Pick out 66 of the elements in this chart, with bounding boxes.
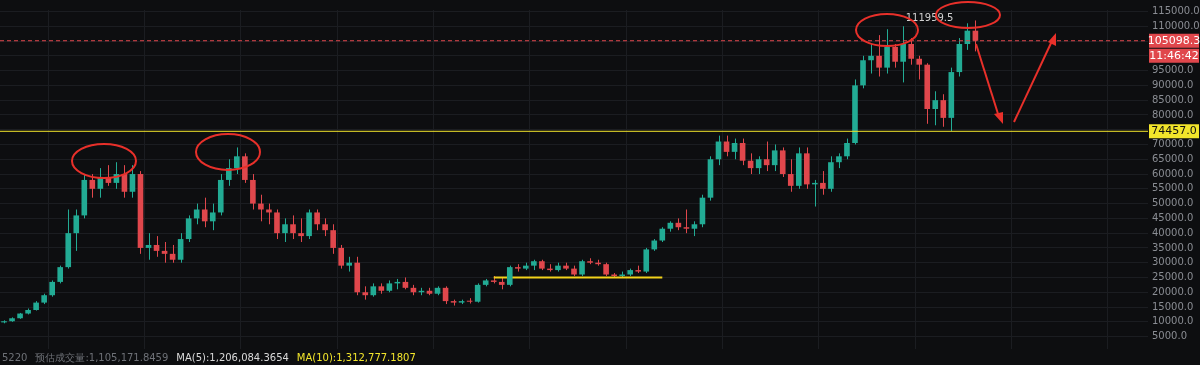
y-tick-label: 65000.0 <box>1152 152 1194 164</box>
candlestick <box>779 146 786 178</box>
text: MA(5):1,206,084.3654 <box>176 351 289 363</box>
candlestick <box>314 209 320 231</box>
candlestick <box>290 214 296 240</box>
y-tick-label: 60000.0 <box>1152 167 1194 179</box>
y-tick-label: 35000.0 <box>1152 241 1194 253</box>
candlestick <box>266 203 272 225</box>
text: 5220 <box>2 351 28 363</box>
candlestick <box>908 37 914 66</box>
candlestick <box>916 55 923 80</box>
candlestick <box>506 265 513 287</box>
candlestick <box>193 203 200 225</box>
y-tick-label: 45000.0 <box>1152 211 1194 223</box>
y-tick-label: 30000.0 <box>1152 256 1194 268</box>
candlestick <box>89 173 96 199</box>
y-tick-label: 115000.0 <box>1152 5 1200 17</box>
y-tick-label: 70000.0 <box>1152 138 1194 150</box>
candlestick <box>932 90 939 126</box>
text: 11:46:42 <box>1149 48 1199 62</box>
candlestick <box>201 197 208 228</box>
candlestick <box>731 138 738 160</box>
candlestick <box>330 223 336 255</box>
y-tick-label: 95000.0 <box>1152 64 1194 76</box>
candlestick <box>820 170 826 196</box>
candlestick <box>234 146 240 175</box>
candlestick <box>73 209 80 252</box>
y-tick-label: 20000.0 <box>1152 285 1194 297</box>
candlestick <box>298 217 304 243</box>
candlestick <box>258 194 264 222</box>
y-tick-label: 85000.0 <box>1152 93 1194 105</box>
y-tick-label: 50000.0 <box>1152 197 1194 209</box>
candlestick <box>868 43 874 75</box>
candlestick <box>787 158 794 193</box>
candlestick <box>306 209 312 240</box>
text: MA(10):1,312,777.1807 <box>296 351 416 363</box>
candlestick <box>250 173 256 210</box>
candlestick <box>209 203 216 231</box>
y-tick-label: 55000.0 <box>1152 182 1194 194</box>
candlestick <box>185 214 192 243</box>
candlestick <box>884 28 890 75</box>
candlestick <box>683 209 690 234</box>
candlestick <box>739 138 746 166</box>
candlestick <box>940 93 947 128</box>
y-tick-label: 10000.0 <box>1152 315 1194 327</box>
y-tick-label: 110000.0 <box>1152 19 1200 31</box>
y-tick-label: 25000.0 <box>1152 271 1194 283</box>
y-tick-label: 80000.0 <box>1152 108 1194 120</box>
candlestick <box>338 244 344 270</box>
candlestick <box>900 25 906 83</box>
ref-line-label: 74457.0 <box>1151 124 1197 138</box>
y-tick-label: 15000.0 <box>1152 300 1194 312</box>
y-tick-label: 90000.0 <box>1152 78 1194 90</box>
candlestick <box>177 232 184 264</box>
candlestick <box>643 247 650 274</box>
candlestick <box>274 209 280 240</box>
text: 预估成交量:1,105,171.8459 <box>35 351 169 363</box>
candlestick <box>771 143 778 172</box>
candlestick <box>844 138 850 160</box>
y-tick-label: 40000.0 <box>1152 226 1194 238</box>
candlestick <box>153 235 160 258</box>
candlestick <box>763 141 770 172</box>
candlestick <box>282 217 288 243</box>
y-tick-label: 5000.0 <box>1152 330 1187 342</box>
candlestick <box>242 152 248 184</box>
candlestick <box>129 164 136 199</box>
